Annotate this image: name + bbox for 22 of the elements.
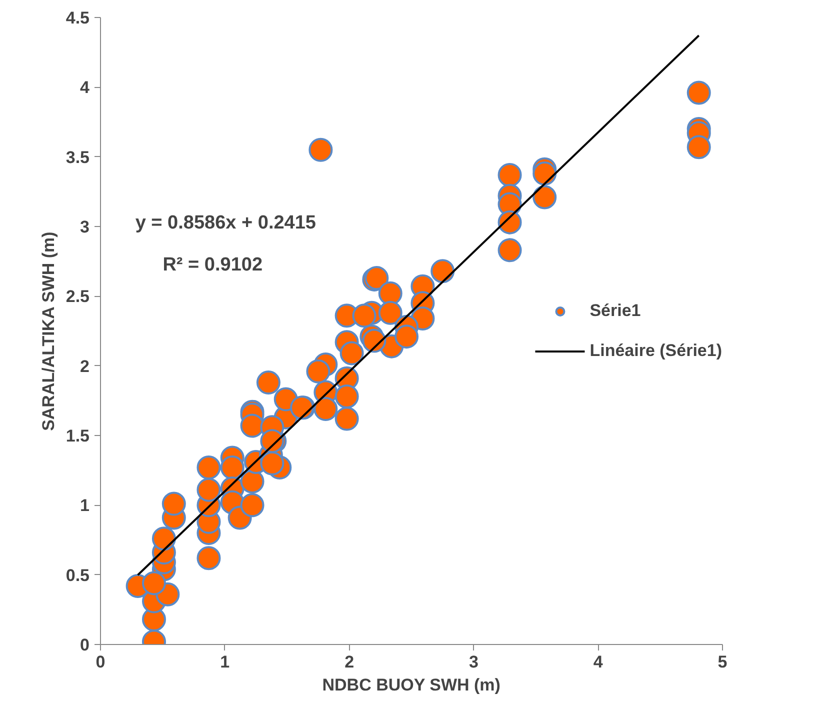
annotation: R² = 0.9102 [162,254,263,276]
x-tick-label: 5 [718,652,728,672]
x-tick-label: 0 [96,652,106,672]
y-tick-label: 3.5 [66,148,90,167]
annotation: y = 0.8586x + 0.2415 [135,212,316,234]
y-tick-label: 1.5 [66,426,90,446]
legend-label: Linéaire (Série1) [590,340,722,360]
y-tick-label: 0 [80,636,90,654]
x-tick-label: 1 [220,652,230,672]
y-tick-label: 4.5 [66,8,90,28]
y-axis-title: SARAL/ALTIKA SWH (m) [38,232,58,431]
x-tick-label: 4 [593,652,604,672]
y-tick-label: 2 [80,356,90,376]
y-tick-label: 1 [80,496,90,516]
y-tick-label: 3 [80,218,90,236]
y-tick-label: 0.5 [66,566,90,585]
legend-label: Série1 [590,300,641,320]
x-axis-title: NDBC BUOY SWH (m) [322,676,500,694]
y-tick-label: 4 [80,78,90,98]
y-tick-label: 2.5 [66,287,90,306]
x-tick-label: 3 [468,652,478,672]
x-tick-label: 2 [344,652,354,672]
